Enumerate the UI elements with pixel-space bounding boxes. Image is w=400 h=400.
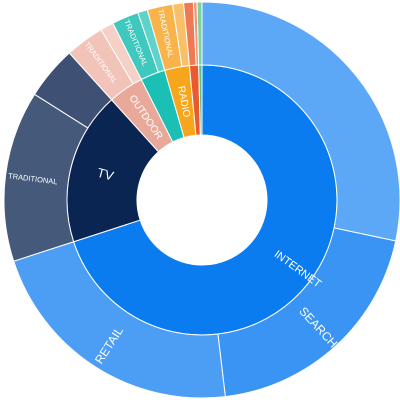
outer-ring [3,1,400,399]
inner-label-tv-1: TV [95,165,115,184]
outer-segment-green-13[interactable] [196,1,203,66]
outer-segment-internet-0[interactable] [201,1,400,242]
inner-ring [66,64,338,336]
